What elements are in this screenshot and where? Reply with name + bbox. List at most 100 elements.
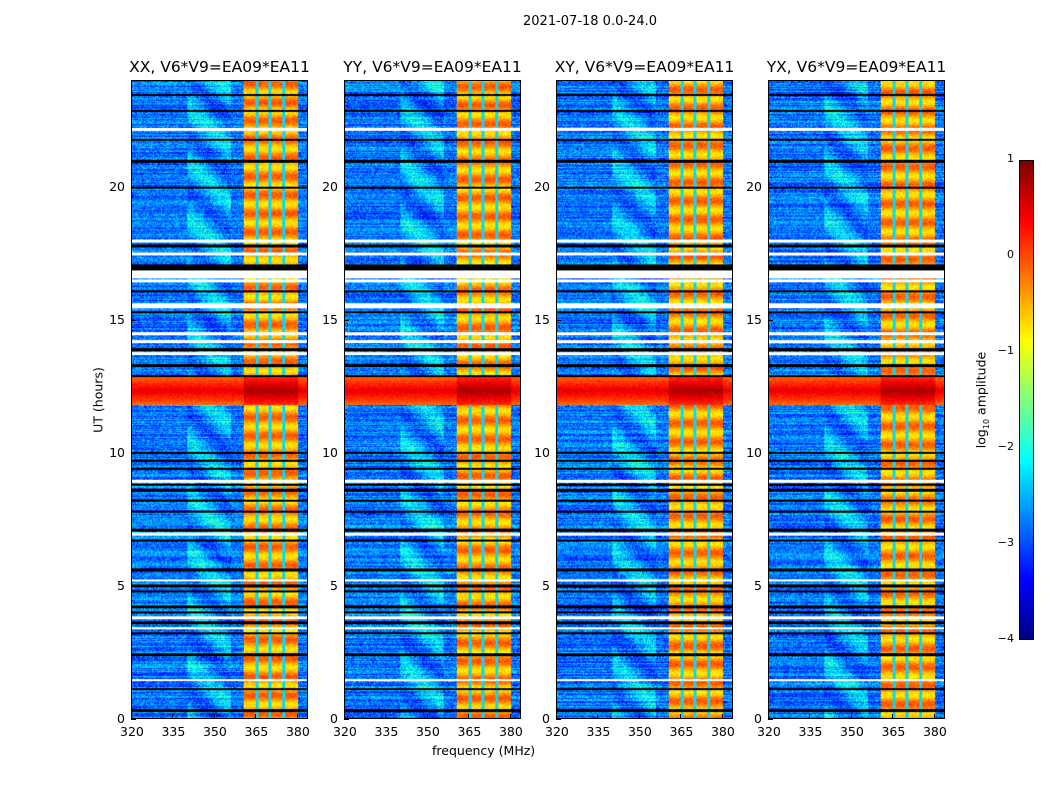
colorbar-tick-label: 1 xyxy=(1007,152,1014,165)
y-tick-label: 20 xyxy=(746,178,762,194)
y-tick-mark xyxy=(344,186,349,188)
heatmap-panel xyxy=(556,80,733,719)
y-tick-label: 15 xyxy=(322,311,338,327)
y-tick-mark xyxy=(768,319,773,321)
figure-title: 2021-07-18 0.0-24.0 xyxy=(523,14,657,29)
x-tick-mark xyxy=(255,714,257,719)
y-tick-label: 0 xyxy=(330,711,338,726)
x-tick-label: 335 xyxy=(374,724,399,739)
colorbar-tick-label: 0 xyxy=(1007,248,1014,261)
y-tick-label: 5 xyxy=(754,577,762,593)
x-tick-mark xyxy=(638,714,640,719)
x-tick-label: 320 xyxy=(545,724,569,739)
panel-title: XX, V6*V9=EA09*EA11 xyxy=(129,58,310,76)
y-tick-mark xyxy=(556,452,561,454)
y-tick-mark xyxy=(344,719,349,720)
y-tick-label: 5 xyxy=(542,577,550,593)
heatmap-image xyxy=(557,81,732,718)
x-tick-mark xyxy=(768,714,769,719)
x-tick-mark xyxy=(213,714,215,719)
x-tick-label: 350 xyxy=(202,724,227,739)
heatmap-image xyxy=(769,81,944,718)
x-tick-mark xyxy=(172,714,174,719)
y-axis-label: UT (hours) xyxy=(90,367,106,433)
x-tick-label: 335 xyxy=(586,724,611,739)
x-tick-label: 350 xyxy=(839,724,864,739)
x-tick-mark xyxy=(680,714,682,719)
panel-title: YY, V6*V9=EA09*EA11 xyxy=(343,58,522,76)
y-tick-label: 15 xyxy=(534,311,550,327)
y-tick-mark xyxy=(768,452,773,454)
y-tick-mark xyxy=(556,186,561,188)
y-tick-label: 10 xyxy=(109,444,125,460)
y-tick-label: 20 xyxy=(322,178,338,194)
y-tick-label: 10 xyxy=(746,444,762,460)
y-tick-label: 0 xyxy=(754,711,762,726)
y-tick-mark xyxy=(556,585,561,587)
y-tick-label: 0 xyxy=(117,711,125,726)
x-tick-mark xyxy=(850,714,852,719)
y-tick-mark xyxy=(768,585,773,587)
heatmap-image xyxy=(345,81,520,718)
y-tick-mark xyxy=(131,585,136,587)
y-tick-mark xyxy=(556,719,561,720)
x-tick-mark xyxy=(892,714,894,719)
x-tick-mark xyxy=(131,714,132,719)
y-tick-label: 15 xyxy=(109,311,125,327)
x-tick-mark xyxy=(933,714,935,719)
y-tick-label: 0 xyxy=(542,711,550,726)
colorbar-label-sub: 10 xyxy=(981,418,991,430)
y-tick-mark xyxy=(344,585,349,587)
y-tick-mark xyxy=(344,452,349,454)
y-tick-mark xyxy=(768,186,773,188)
y-tick-label: 20 xyxy=(109,178,125,194)
colorbar-label: log10 amplitude xyxy=(973,352,991,448)
y-tick-mark xyxy=(556,319,561,321)
y-tick-mark xyxy=(131,452,136,454)
x-tick-label: 365 xyxy=(244,724,269,739)
y-tick-mark xyxy=(131,719,136,720)
colorbar-tick-label: −1 xyxy=(997,344,1014,357)
heatmap-panel xyxy=(131,80,308,719)
colorbar-tick-label: −4 xyxy=(997,632,1014,645)
x-tick-label: 320 xyxy=(757,724,781,739)
y-tick-mark xyxy=(131,319,136,321)
heatmap-panel xyxy=(344,80,521,719)
y-tick-mark xyxy=(768,719,773,720)
colorbar-label-rest: amplitude xyxy=(973,351,989,419)
y-tick-label: 15 xyxy=(746,311,762,327)
x-tick-mark xyxy=(468,714,470,719)
x-tick-label: 380 xyxy=(498,724,523,739)
x-tick-mark xyxy=(426,714,428,719)
colorbar-tick-label: −2 xyxy=(997,440,1014,453)
x-tick-mark xyxy=(385,714,387,719)
panel-title: XY, V6*V9=EA09*EA11 xyxy=(554,58,735,76)
x-tick-label: 365 xyxy=(457,724,482,739)
x-tick-label: 320 xyxy=(120,724,144,739)
y-tick-mark xyxy=(344,319,349,321)
x-tick-label: 335 xyxy=(161,724,186,739)
x-tick-label: 350 xyxy=(415,724,440,739)
colorbar-tick-label: −3 xyxy=(997,536,1014,549)
x-tick-mark xyxy=(809,714,811,719)
x-axis-label: frequency (MHz) xyxy=(432,743,536,758)
x-tick-mark xyxy=(721,714,723,719)
heatmap-image xyxy=(132,81,307,718)
y-tick-label: 5 xyxy=(330,577,338,593)
x-tick-mark xyxy=(296,714,298,719)
y-tick-label: 20 xyxy=(534,178,550,194)
x-tick-mark xyxy=(344,714,345,719)
x-tick-label: 335 xyxy=(798,724,823,739)
y-tick-label: 10 xyxy=(534,444,550,460)
x-tick-label: 365 xyxy=(881,724,906,739)
panel-title: YX, V6*V9=EA09*EA11 xyxy=(766,58,947,76)
x-tick-label: 365 xyxy=(669,724,694,739)
y-tick-label: 10 xyxy=(322,444,338,460)
colorbar xyxy=(1019,160,1034,640)
x-tick-label: 380 xyxy=(285,724,310,739)
x-tick-label: 320 xyxy=(333,724,357,739)
y-tick-mark xyxy=(131,186,136,188)
x-tick-mark xyxy=(509,714,511,719)
y-tick-label: 5 xyxy=(117,577,125,593)
